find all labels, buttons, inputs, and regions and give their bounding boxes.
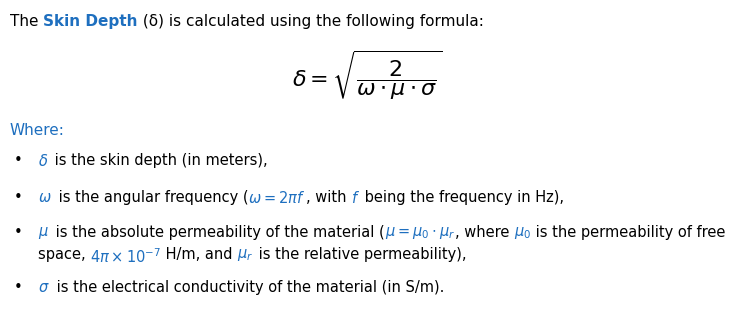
Text: $\delta = \sqrt{\dfrac{2}{\omega \cdot \mu \cdot \sigma}}$: $\delta = \sqrt{\dfrac{2}{\omega \cdot \… bbox=[292, 48, 442, 102]
Text: $\omega$: $\omega$ bbox=[38, 190, 51, 205]
Text: $\delta$: $\delta$ bbox=[38, 153, 48, 169]
Text: (δ) is calculated using the following formula:: (δ) is calculated using the following fo… bbox=[138, 14, 484, 29]
Text: being the frequency in Hz),: being the frequency in Hz), bbox=[360, 190, 564, 205]
Text: $\sigma$: $\sigma$ bbox=[38, 280, 50, 295]
Text: $f$: $f$ bbox=[351, 190, 360, 206]
Text: is the absolute permeability of the material (: is the absolute permeability of the mate… bbox=[51, 225, 385, 240]
Text: $\mu = \mu_0 \cdot \mu_r$: $\mu = \mu_0 \cdot \mu_r$ bbox=[385, 225, 454, 241]
Text: $\omega = 2\pi f$: $\omega = 2\pi f$ bbox=[248, 190, 305, 206]
Text: Skin Depth: Skin Depth bbox=[43, 14, 138, 29]
Text: is the permeability of free: is the permeability of free bbox=[531, 225, 725, 240]
Text: is the electrical conductivity of the material (in S/m).: is the electrical conductivity of the ma… bbox=[51, 280, 444, 295]
Text: space,: space, bbox=[38, 247, 90, 262]
Text: $4\pi \times 10^{-7}$: $4\pi \times 10^{-7}$ bbox=[90, 247, 161, 266]
Text: $\mu$: $\mu$ bbox=[38, 225, 49, 241]
Text: , where: , where bbox=[454, 225, 514, 240]
Text: is the angular frequency (: is the angular frequency ( bbox=[54, 190, 248, 205]
Text: is the relative permeability),: is the relative permeability), bbox=[254, 247, 466, 262]
Text: is the skin depth (in meters),: is the skin depth (in meters), bbox=[50, 153, 268, 168]
Text: $\mu_0$: $\mu_0$ bbox=[514, 225, 531, 241]
Text: , with: , with bbox=[305, 190, 351, 205]
Text: •: • bbox=[14, 225, 23, 240]
Text: •: • bbox=[14, 153, 23, 168]
Text: Where:: Where: bbox=[10, 123, 65, 138]
Text: $\mu_r$: $\mu_r$ bbox=[237, 247, 254, 263]
Text: •: • bbox=[14, 190, 23, 205]
Text: The: The bbox=[10, 14, 43, 29]
Text: H/m, and: H/m, and bbox=[161, 247, 237, 262]
Text: •: • bbox=[14, 280, 23, 295]
